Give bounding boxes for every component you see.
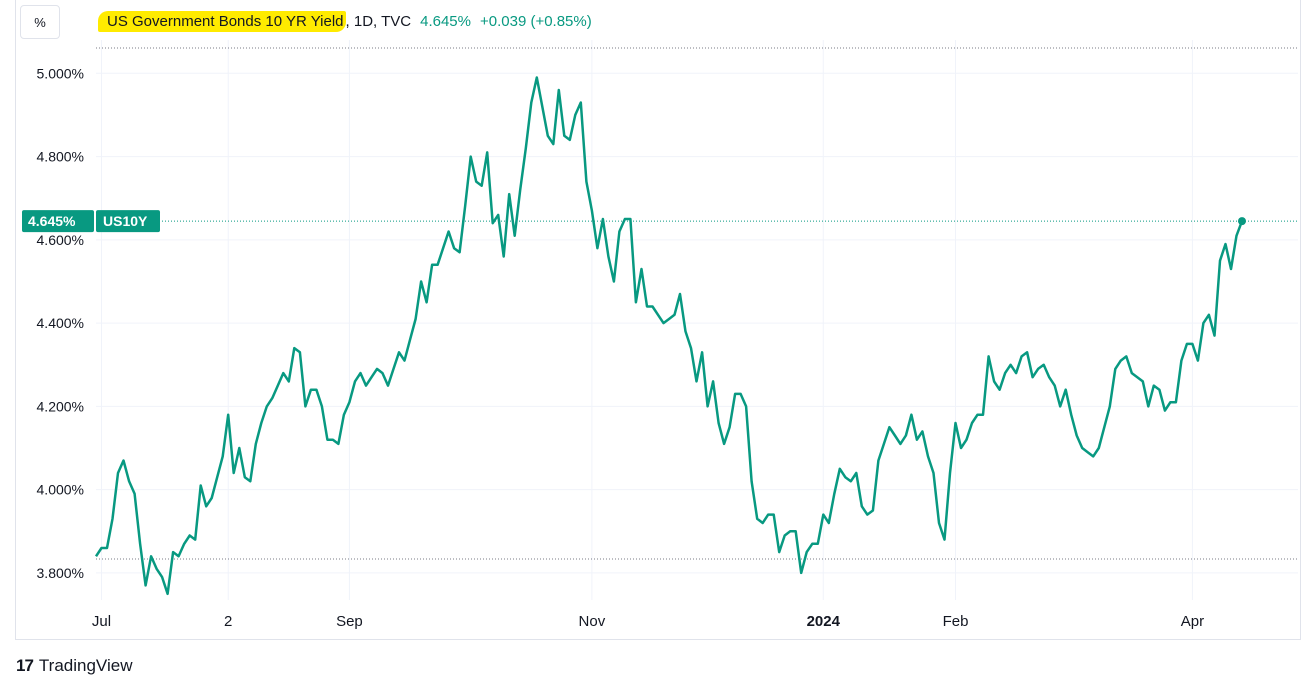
- price-tag-value-bg: [22, 210, 94, 233]
- x-axis: Jul 2 Sep Nov 2024 Feb Apr: [92, 613, 1204, 630]
- x-tick-label: Apr: [1181, 613, 1204, 630]
- x-tick-label: Nov: [579, 613, 606, 630]
- series-layer: [94, 76, 1246, 596]
- tradingview-brand-name: TradingView: [38, 656, 133, 675]
- symbol-legend: US Government Bonds 10 YR Yield , 1D, TV…: [98, 11, 592, 32]
- price-tag-ticker-bg: [96, 210, 160, 233]
- y-axis: 5.000% 4.800% 4.600% 4.400% 4.200% 4.000% 3.80…: [37, 65, 84, 581]
- symbol-title[interactable]: US Government Bonds 10 YR Yield: [98, 11, 346, 32]
- x-tick-label: 2024: [807, 613, 841, 630]
- grid: [96, 40, 1298, 600]
- chart-frame: [15, 0, 1301, 640]
- change-value: +0.039 (+0.85%): [479, 13, 592, 30]
- last-value: 4.645%: [420, 13, 471, 30]
- y-tick-label: 4.000%: [37, 482, 84, 498]
- x-tick-label: Feb: [943, 613, 969, 630]
- y-tick-label: 4.400%: [37, 315, 84, 331]
- price-tag: 4.645% US10Y: [22, 210, 1298, 233]
- y-tick-label: 4.200%: [37, 398, 84, 414]
- x-tick-label: Sep: [336, 613, 363, 630]
- series-line-us10y: [94, 76, 1244, 596]
- symbol-meta: , 1D, TVC: [345, 13, 412, 30]
- y-tick-label: 4.600%: [37, 232, 84, 248]
- percent-scale-button[interactable]: %: [20, 5, 60, 39]
- x-tick-label: Jul: [92, 613, 111, 630]
- y-tick-label: 4.800%: [37, 149, 84, 165]
- x-tick-label: 2: [224, 613, 232, 630]
- y-tick-label: 5.000%: [37, 65, 84, 81]
- price-tag-value: 4.645%: [28, 213, 76, 229]
- tradingview-logo-icon: 17: [16, 656, 34, 675]
- price-tag-ticker: US10Y: [103, 213, 148, 229]
- tradingview-logo[interactable]: 17 TradingView: [16, 656, 132, 676]
- y-tick-label: 3.800%: [37, 565, 84, 581]
